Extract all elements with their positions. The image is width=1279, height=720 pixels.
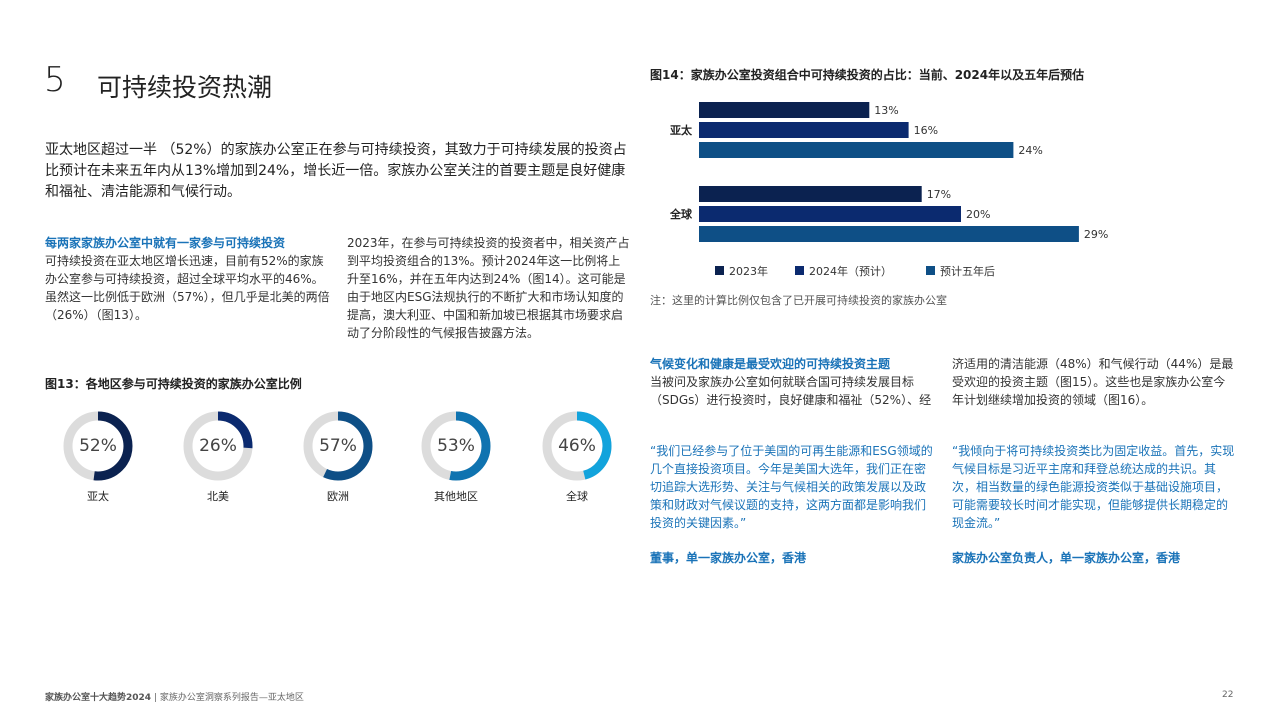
col3-heading: 气候变化和健康是最受欢迎的可持续投资主题 xyxy=(650,357,891,371)
quote-1: “我们已经参与了位于美国的可再生能源和ESG领域的几个直接投资项目。今年是美国大… xyxy=(650,444,933,530)
bar-value-label: 16% xyxy=(914,124,938,137)
bar-value-label: 29% xyxy=(1084,228,1108,241)
bar xyxy=(699,102,870,118)
donut-arc xyxy=(183,411,253,481)
category-label: 全球 xyxy=(669,207,693,221)
donut-value: 52% xyxy=(79,436,117,456)
bar xyxy=(699,122,909,138)
quote-2: “我倾向于将可持续投资类比为固定收益。首先，实现气候目标是习近平主席和拜登总统达… xyxy=(952,444,1235,530)
column-1: 每两家家族办公室中就有一家参与可持续投资 可持续投资在亚太地区增长迅速，目前有5… xyxy=(45,234,330,324)
donut-1 xyxy=(183,411,253,481)
footer-title: 家族办公室十大趋势2024 xyxy=(45,693,152,703)
bar xyxy=(699,186,922,202)
donut-label: 其他地区 xyxy=(434,490,478,503)
donut-label: 北美 xyxy=(207,490,229,503)
bar-value-label: 20% xyxy=(966,208,990,221)
bar-value-label: 13% xyxy=(874,104,898,117)
col4-text: 济适用的清洁能源（48%）和气候行动（44%）是最受欢迎的投资主题（图15）。这… xyxy=(952,357,1234,407)
legend-label: 2023年 xyxy=(729,264,768,278)
bar xyxy=(699,142,1014,158)
legend-label: 预计五年后 xyxy=(940,264,995,278)
donut-arc xyxy=(542,411,612,481)
section-number: 5 xyxy=(44,60,66,100)
donut-label: 欧洲 xyxy=(327,490,349,503)
donut-2 xyxy=(303,411,373,481)
col3-text: 当被问及家族办公室如何就联合国可持续发展目标（SDGs）进行投资时，良好健康和福… xyxy=(650,375,932,407)
legend-swatch xyxy=(926,266,935,275)
donut-4 xyxy=(542,411,612,481)
donut-value: 53% xyxy=(437,436,475,456)
donut-value: 46% xyxy=(558,436,596,456)
donut-label: 全球 xyxy=(566,490,588,503)
col1-text: 可持续投资在亚太地区增长迅速，目前有52%的家族办公室参与可持续投资，超过全球平… xyxy=(45,254,330,322)
bar-value-label: 24% xyxy=(1018,144,1042,157)
donut-0 xyxy=(63,411,133,481)
donut-3 xyxy=(421,411,491,481)
category-label: 亚太 xyxy=(670,123,693,137)
footer-subtitle: | 家族办公室洞察系列报告—亚太地区 xyxy=(153,693,304,703)
donut-value: 57% xyxy=(319,436,357,456)
fig13-title: 图13：各地区参与可持续投资的家族办公室比例 xyxy=(45,377,302,391)
col1-heading: 每两家家族办公室中就有一家参与可持续投资 xyxy=(45,236,286,250)
col2-text: 2023年，在参与可持续投资的投资者中，相关资产占到平均投资组合的13%。预计2… xyxy=(347,236,630,340)
donut-arc xyxy=(63,411,133,481)
intro-paragraph: 亚太地区超过一半 （52%）的家族办公室正在参与可持续投资，其致力于可持续发展的… xyxy=(45,142,627,200)
bar xyxy=(699,206,961,222)
legend-swatch xyxy=(795,266,804,275)
donut-label: 亚太 xyxy=(87,490,109,503)
quote-1-attribution: 董事，单一家族办公室，香港 xyxy=(650,551,807,565)
page-number: 22 xyxy=(1222,690,1234,700)
donut-value: 26% xyxy=(199,436,237,456)
fig14-chart: 13% 16% 24% 亚太 17% 20% 29% 全球 2023年 2024年（预计） 预计五年… xyxy=(669,102,1108,278)
footer: 家族办公室十大趋势2024 | 家族办公室洞察系列报告—亚太地区 xyxy=(45,690,304,703)
donut-arc xyxy=(303,411,373,481)
bar xyxy=(699,226,1079,242)
column-4: 济适用的清洁能源（48%）和气候行动（44%）是最受欢迎的投资主题（图15）。这… xyxy=(952,355,1237,409)
quote-2-attribution: 家族办公室负责人，单一家族办公室，香港 xyxy=(952,551,1181,565)
donut-arc xyxy=(421,411,491,481)
column-3: 气候变化和健康是最受欢迎的可持续投资主题 当被问及家族办公室如何就联合国可持续发… xyxy=(650,355,935,409)
legend-label: 2024年（预计） xyxy=(809,264,892,278)
section-title: 可持续投资热潮 xyxy=(97,73,273,102)
bar-value-label: 17% xyxy=(927,188,951,201)
fig14-title: 图14：家族办公室投资组合中可持续投资的占比：当前、2024年以及五年后预估 xyxy=(650,68,1085,82)
column-2: 2023年，在参与可持续投资的投资者中，相关资产占到平均投资组合的13%。预计2… xyxy=(347,234,632,342)
fig14-note: 注：这里的计算比例仅包含了已开展可持续投资的家族办公室 xyxy=(650,294,947,307)
legend-swatch xyxy=(715,266,724,275)
